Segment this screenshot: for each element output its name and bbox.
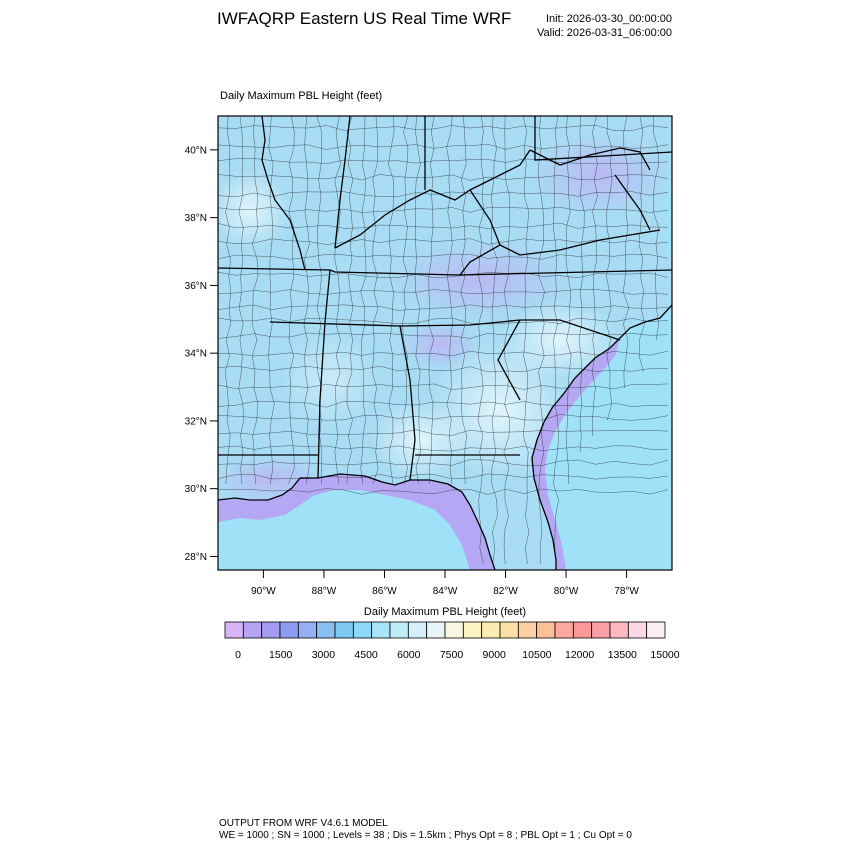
colorbar-swatch (371, 621, 391, 639)
colorbar-swatch (444, 621, 464, 639)
footer-model-line: OUTPUT FROM WRF V4.6.1 MODEL (219, 818, 388, 829)
gulf-coast-shading (218, 474, 495, 570)
colorbar-label: 7500 (440, 649, 464, 661)
colorbar-label: 0 (235, 649, 241, 661)
colorbar-swatch (481, 621, 501, 639)
latitude-axis: 40°N 38°N 36°N 34°N 32°N 30°N 28°N (185, 145, 218, 563)
colorbar-swatch (426, 621, 446, 639)
colorbar-swatch (591, 621, 611, 639)
colorbar-label: 10500 (522, 649, 551, 661)
colorbar-swatch (609, 621, 629, 639)
footer-config-line: WE = 1000 ; SN = 1000 ; Levels = 38 ; Di… (219, 830, 632, 841)
lon-tick-label: 86°W (372, 586, 397, 597)
lon-tick-label: 78°W (614, 586, 639, 597)
map-area (218, 116, 672, 570)
colorbar-swatch (407, 621, 428, 639)
colorbar-swatch (462, 621, 483, 639)
colorbar-swatch (297, 621, 318, 639)
colorbar-swatch (334, 621, 354, 639)
colorbar-swatch (627, 621, 648, 639)
lat-tick-label: 40°N (185, 145, 207, 156)
colorbar-swatch (646, 621, 666, 639)
main-title: IWFAQRP Eastern US Real Time WRF (217, 9, 512, 28)
lat-tick-label: 36°N (185, 281, 207, 292)
colorbar-label: 12000 (565, 649, 594, 661)
county-lines (218, 116, 669, 565)
colorbar-swatch (499, 621, 519, 639)
lat-tick-label: 32°N (185, 416, 207, 427)
colorbar-label: 6000 (397, 649, 421, 661)
colorbar-swatch (536, 621, 556, 639)
colorbar-swatch (352, 621, 373, 639)
colorbar-swatch (517, 621, 538, 639)
colorbar-label: 9000 (483, 649, 507, 661)
field-title: Daily Maximum PBL Height (feet) (220, 90, 383, 102)
lat-tick-label: 34°N (185, 349, 207, 360)
lon-tick-label: 82°W (493, 586, 518, 597)
lat-tick-label: 28°N (185, 552, 207, 563)
colorbar-swatch (224, 621, 244, 639)
colorbar-label: 13500 (608, 649, 637, 661)
lon-tick-label: 84°W (433, 586, 458, 597)
lon-tick-label: 88°W (312, 586, 337, 597)
longitude-axis: 90°W 88°W 86°W 84°W 82°W 80°W 78°W (251, 570, 639, 597)
colorbar-label: 3000 (312, 649, 336, 661)
valid-time: Valid: 2026-03-31_06:00:00 (537, 27, 672, 39)
colorbar-title: Daily Maximum PBL Height (feet) (363, 606, 527, 618)
lat-tick-label: 30°N (185, 484, 207, 495)
colorbar-swatch (279, 621, 299, 639)
colorbar-labels: 0 1500 3000 4500 6000 7500 9000 10500 12000 13500… (235, 649, 680, 661)
atlantic-coast-shading (532, 338, 620, 570)
init-time: Init: 2026-03-30_00:00:00 (546, 13, 672, 25)
colorbar-swatch (261, 621, 281, 639)
colorbar-label: 1500 (269, 649, 293, 661)
lon-tick-label: 80°W (554, 586, 579, 597)
colorbar (224, 621, 666, 639)
colorbar-swatch (572, 621, 593, 639)
colorbar-label: 4500 (354, 649, 378, 661)
colorbar-swatch (316, 621, 336, 639)
colorbar-swatch (242, 621, 263, 639)
lat-tick-label: 38°N (185, 213, 207, 224)
colorbar-label: 15000 (650, 649, 679, 661)
colorbar-swatch (389, 621, 409, 639)
colorbar-swatch (554, 621, 574, 639)
lon-tick-label: 90°W (251, 586, 276, 597)
state-borders (218, 116, 672, 570)
